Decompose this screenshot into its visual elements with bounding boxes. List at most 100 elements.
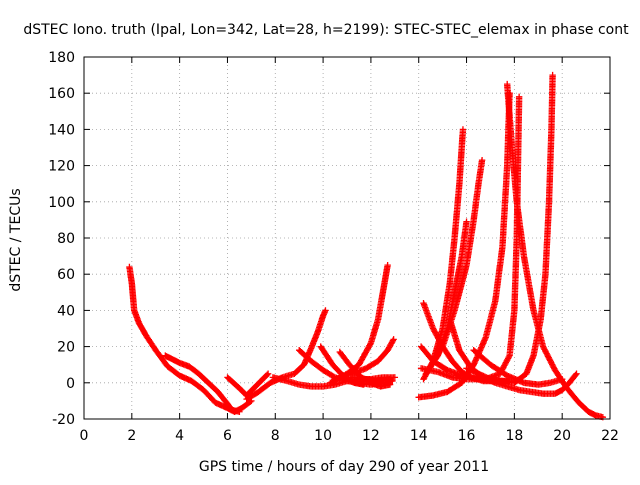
data-point	[164, 354, 167, 357]
x-tick-label: 20	[553, 428, 571, 444]
data-point	[207, 382, 210, 384]
y-tick-label: 20	[57, 340, 75, 356]
data-point	[178, 362, 181, 364]
data-point	[441, 345, 444, 348]
y-tick-label: 160	[48, 86, 75, 102]
data-point	[238, 387, 241, 390]
x-tick-label: 0	[80, 428, 89, 444]
y-axis-label: dSTEC / TECUs	[8, 188, 24, 291]
data-point	[453, 309, 456, 312]
data-point	[532, 309, 535, 312]
x-tick-label: 2	[127, 428, 136, 444]
data-point	[506, 83, 508, 85]
x-tick-label: 14	[410, 428, 428, 444]
data-point	[178, 374, 181, 377]
data-point	[561, 389, 563, 391]
chart-title: dSTEC Iono. truth (Ipal, Lon=342, Lat=28…	[23, 22, 629, 38]
data-series	[126, 263, 255, 415]
data-point	[484, 336, 487, 339]
data-point	[525, 372, 528, 375]
x-tick-label: 4	[175, 428, 184, 444]
data-point	[530, 391, 532, 393]
data-point	[339, 351, 341, 353]
data-point	[568, 382, 571, 384]
data-point	[377, 380, 379, 382]
data-point	[506, 164, 508, 167]
data-point	[252, 387, 255, 390]
data-point	[257, 391, 260, 393]
data-point	[537, 383, 540, 386]
data-point	[575, 372, 578, 375]
x-tick-label: 12	[362, 428, 380, 444]
data-point	[489, 378, 492, 380]
data-point	[446, 391, 449, 393]
data-point	[578, 401, 580, 404]
data-point	[250, 400, 253, 402]
data-point	[481, 159, 483, 161]
x-tick-label: 22	[601, 428, 619, 444]
data-point	[245, 394, 248, 397]
data-point	[453, 237, 456, 239]
data-point	[594, 414, 597, 417]
data-point	[515, 237, 518, 239]
data-point	[551, 74, 554, 76]
data-series	[162, 352, 243, 415]
data-point	[432, 327, 434, 330]
x-tick-label: 16	[458, 428, 476, 444]
data-point	[472, 363, 475, 366]
data-point	[453, 291, 456, 294]
data-point	[362, 383, 365, 386]
data-point	[310, 347, 312, 350]
data-point	[446, 369, 449, 371]
grid-layer	[84, 57, 610, 419]
data-point	[494, 300, 497, 303]
data-point	[260, 380, 262, 382]
y-tick-label: 60	[57, 267, 75, 283]
data-series	[463, 71, 556, 386]
data-point	[303, 363, 305, 366]
data-point	[417, 396, 420, 399]
data-point	[389, 378, 391, 380]
y-tick-label: 180	[48, 50, 75, 66]
data-point	[310, 360, 312, 362]
data-point	[298, 349, 300, 352]
data-point	[460, 382, 463, 384]
data-point	[322, 315, 324, 317]
data-point	[231, 409, 234, 411]
plot-frame	[83, 56, 611, 420]
data-point	[392, 338, 395, 341]
data-point	[269, 382, 272, 384]
data-point	[353, 382, 355, 384]
x-tick-label: 10	[314, 428, 332, 444]
data-point	[322, 369, 324, 371]
data-point	[350, 376, 353, 379]
data-point	[358, 363, 360, 366]
data-point	[154, 349, 157, 352]
data-point	[133, 309, 136, 312]
data-point	[458, 182, 461, 185]
data-point	[511, 146, 513, 149]
data-point	[420, 345, 422, 348]
data-point	[422, 378, 425, 380]
data-point	[331, 363, 334, 366]
data-point	[532, 354, 535, 357]
data-point	[334, 378, 336, 380]
data-point	[298, 383, 300, 386]
data-point	[389, 383, 391, 386]
data-point	[319, 345, 322, 348]
data-point	[548, 201, 550, 203]
data-point	[324, 309, 327, 312]
data-point	[420, 367, 422, 370]
data-point	[329, 382, 332, 384]
y-tick-label: -20	[52, 412, 75, 428]
data-point	[171, 358, 174, 361]
data-series	[224, 370, 272, 399]
data-point	[472, 219, 475, 221]
data-point	[202, 389, 205, 391]
data-point	[214, 401, 217, 404]
data-point	[539, 318, 542, 321]
tick-layer: 0 2 4 6 8 10 12 14 16 18 20 22 -20 0 20 40 60 80 100 120 140…	[48, 50, 619, 444]
x-tick-label: 6	[223, 428, 232, 444]
